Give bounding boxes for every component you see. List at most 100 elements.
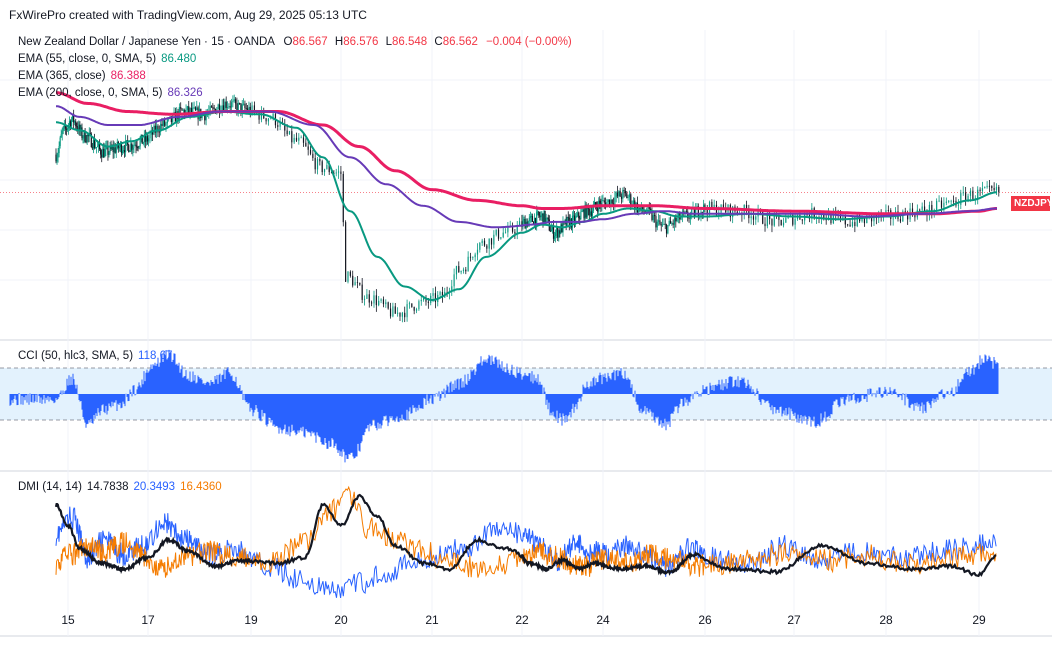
ema55-legend[interactable]: EMA (55, close, 0, SMA, 5) 86.480 [18, 53, 196, 65]
candle-body [701, 211, 703, 213]
candle-body [74, 121, 76, 123]
candle-body [224, 101, 226, 111]
candle-body [314, 157, 316, 170]
candle-body [502, 232, 504, 238]
candle-body [378, 300, 380, 306]
candle-body [65, 128, 67, 130]
candle-body [998, 186, 1000, 193]
candle-body [524, 219, 526, 229]
ema55-label: EMA (55, close, 0, SMA, 5) [18, 53, 157, 65]
candle-body [570, 218, 573, 228]
candle-body [801, 219, 803, 221]
candle-body [715, 204, 718, 216]
candle-body [99, 143, 101, 150]
candle-body [100, 149, 102, 155]
candle-body [68, 121, 71, 125]
candle-body [995, 186, 998, 191]
candle-body [238, 102, 241, 104]
symbol-legend[interactable]: New Zealand Dollar / Japanese Yen · 15 ·… [18, 36, 572, 48]
candle-body [286, 130, 288, 135]
candle-body [75, 121, 77, 127]
candle-body [504, 232, 507, 234]
candle-body [557, 227, 559, 238]
candle-body [627, 197, 629, 199]
candle-body [434, 293, 437, 303]
candle-body [483, 240, 486, 246]
candle-body [962, 192, 964, 194]
candle-body [380, 299, 382, 301]
candle-body [272, 113, 274, 119]
x-tick-label: 22 [515, 613, 529, 627]
candle-body [291, 131, 293, 143]
candle-body [643, 211, 645, 212]
candle-body [785, 217, 787, 223]
candle-body [186, 106, 188, 110]
candle-body [594, 202, 597, 207]
x-tick-label: 17 [141, 613, 155, 627]
candle-body [474, 254, 476, 258]
candle-body [681, 211, 684, 217]
candle-body [166, 119, 168, 124]
candle-body [630, 194, 632, 205]
candle-body [588, 209, 590, 216]
candle-body [284, 124, 286, 131]
candle-body [988, 185, 991, 187]
candle-body [488, 238, 490, 249]
candle-body [139, 139, 141, 147]
x-tick-label: 21 [425, 613, 439, 627]
candle-body [497, 229, 500, 239]
dmi-legend[interactable]: DMI (14, 14) 14.7838 20.3493 16.4360 [18, 481, 222, 493]
candle-body [234, 99, 237, 104]
candle-body [914, 214, 916, 218]
candle-body [354, 282, 356, 286]
ema200-legend[interactable]: EMA (200, close, 0, SMA, 5) 86.326 [18, 87, 203, 99]
candle-body [579, 218, 581, 220]
candle-body [130, 143, 132, 151]
candle-body [794, 219, 796, 225]
candle-body [601, 200, 603, 206]
candle-body [81, 127, 83, 139]
candle-body [193, 107, 195, 109]
ema55-value: 86.480 [161, 53, 197, 65]
candle-body [697, 206, 699, 217]
candle-body [241, 104, 243, 113]
candle-body [991, 186, 993, 188]
cci-value: 118.67 [138, 350, 173, 362]
candle-body [511, 225, 514, 232]
candle-body [138, 146, 140, 148]
candle-body [938, 200, 940, 202]
candle-body [688, 218, 690, 219]
candle-body [782, 222, 785, 226]
price-pane [55, 91, 1000, 323]
candle-body [111, 146, 113, 149]
candle-body [732, 206, 734, 218]
candle-body [126, 140, 128, 141]
candle-body [312, 153, 314, 158]
candle-body [529, 216, 531, 218]
ema365-legend[interactable]: EMA (365, close) 86.388 [18, 70, 146, 82]
candle-body [233, 99, 235, 101]
candle-body [218, 104, 221, 113]
candle-body [530, 216, 533, 217]
candle-body [632, 200, 635, 205]
candle-body [345, 222, 347, 282]
candle-body [321, 161, 323, 173]
candle-body [213, 107, 215, 109]
candle-body [349, 271, 351, 276]
candle-body [251, 105, 253, 114]
candle-body [844, 216, 846, 225]
cci-legend[interactable]: CCI (50, hlc3, SMA, 5) 118.67 [18, 350, 172, 362]
candle-body [309, 149, 312, 154]
candle-body [823, 214, 825, 219]
candle-body [636, 202, 638, 213]
candle-body [986, 185, 988, 188]
candle-body [226, 107, 229, 108]
candle-body [244, 103, 246, 108]
candle-body [923, 206, 926, 213]
candle-body [755, 216, 757, 220]
candle-body [397, 312, 399, 314]
candle-body [295, 137, 298, 141]
candle-body [661, 224, 664, 226]
candle-body [137, 147, 139, 149]
